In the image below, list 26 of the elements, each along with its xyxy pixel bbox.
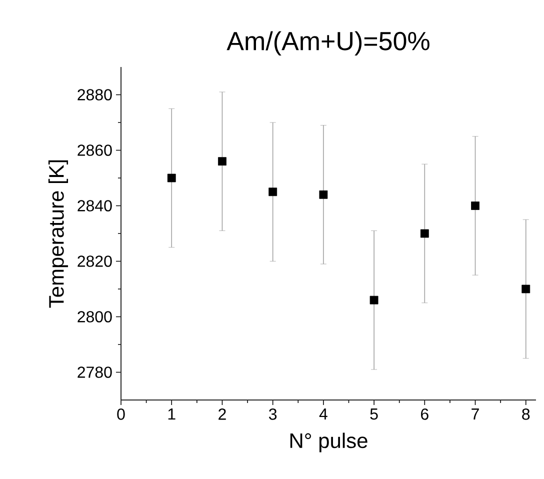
x-tick-label: 4	[319, 408, 328, 420]
x-tick-label: 1	[168, 408, 176, 420]
point	[370, 296, 378, 304]
y-tick-label: 2860	[78, 144, 112, 156]
x-tick-label: 0	[117, 408, 125, 420]
point	[522, 284, 530, 294]
point	[471, 202, 480, 210]
x-tick-label: 8	[522, 408, 530, 420]
y-tick-label: 2800	[78, 311, 112, 322]
x-tick-label: 5	[370, 408, 378, 420]
point	[268, 188, 278, 196]
x-tick-label: 7	[472, 408, 479, 420]
point	[420, 229, 429, 238]
y-tick-label: 2880	[78, 89, 112, 100]
x-axis-title: N° pulse	[290, 432, 368, 452]
point	[319, 190, 328, 199]
point	[218, 157, 226, 166]
x-tick-label: 6	[421, 408, 428, 420]
x-tick-label: 3	[268, 408, 277, 420]
x-tick-label: 2	[218, 408, 226, 420]
y-tick-label: 2780	[78, 366, 112, 378]
y-tick-label: 2840	[78, 200, 112, 212]
chart-title: Am/(Am+U)=50%	[226, 31, 430, 56]
point	[167, 174, 176, 182]
y-axis-title: Temperature [K]	[48, 160, 68, 308]
y-tick-label: 2820	[78, 256, 112, 267]
